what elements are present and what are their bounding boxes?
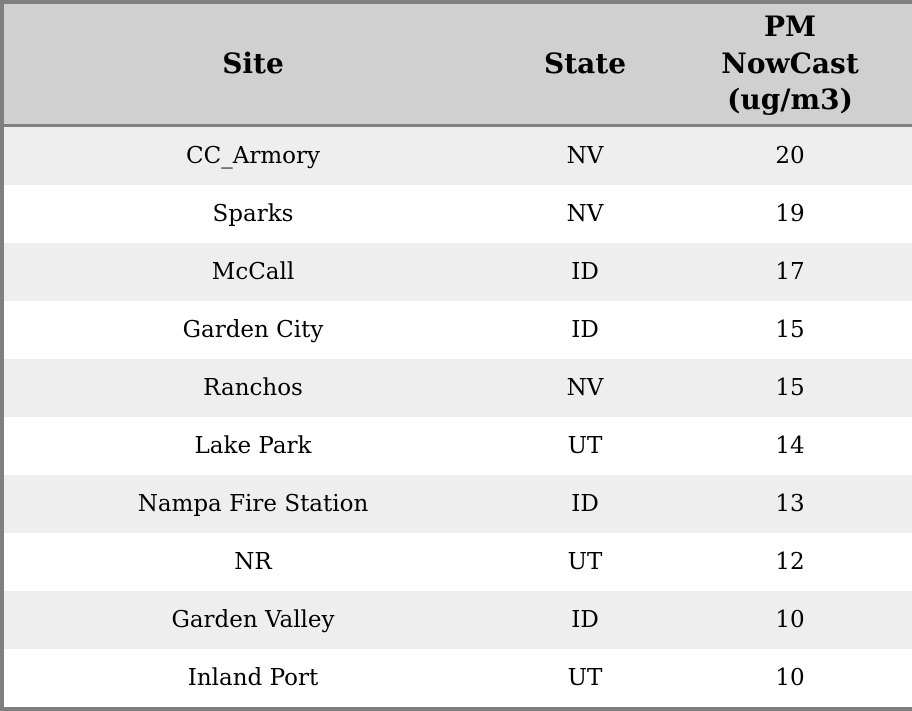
table-body: CC_Armory NV 20 Sparks NV 19 McCall ID 1… [2,125,912,709]
state-cell: UT [502,649,668,709]
state-cell: ID [502,301,668,359]
state-cell: NV [502,185,668,243]
state-cell: UT [502,533,668,591]
table-row: NR UT 12 [2,533,912,591]
pm-nowcast-cell: 15 [668,359,912,417]
site-cell: Sparks [2,185,502,243]
pm-nowcast-cell: 17 [668,243,912,301]
table-row: Garden City ID 15 [2,301,912,359]
state-cell: NV [502,359,668,417]
column-header-site: Site [2,2,502,127]
pm-nowcast-cell: 10 [668,591,912,649]
table-header: Site State PM NowCast (ug/m3) [2,2,912,127]
header-row: Site State PM NowCast (ug/m3) [2,2,912,127]
table-row: Nampa Fire Station ID 13 [2,475,912,533]
pm-nowcast-cell: 19 [668,185,912,243]
pm-nowcast-cell: 13 [668,475,912,533]
pm-nowcast-cell: 15 [668,301,912,359]
pm-nowcast-cell: 10 [668,649,912,709]
state-cell: ID [502,591,668,649]
state-cell: NV [502,125,668,185]
table-row: McCall ID 17 [2,243,912,301]
site-cell: CC_Armory [2,125,502,185]
site-cell: Nampa Fire Station [2,475,502,533]
state-cell: ID [502,243,668,301]
table-row: CC_Armory NV 20 [2,125,912,185]
pm-nowcast-cell: 14 [668,417,912,475]
site-cell: Garden Valley [2,591,502,649]
site-cell: McCall [2,243,502,301]
pm-nowcast-cell: 12 [668,533,912,591]
state-cell: ID [502,475,668,533]
site-cell: NR [2,533,502,591]
site-cell: Garden City [2,301,502,359]
column-header-state: State [502,2,668,127]
table-row: Garden Valley ID 10 [2,591,912,649]
site-cell: Lake Park [2,417,502,475]
table-row: Sparks NV 19 [2,185,912,243]
site-cell: Inland Port [2,649,502,709]
site-cell: Ranchos [2,359,502,417]
column-header-pm-nowcast: PM NowCast (ug/m3) [668,2,912,127]
table-row: Inland Port UT 10 [2,649,912,709]
pm-nowcast-cell: 20 [668,125,912,185]
table-row: Ranchos NV 15 [2,359,912,417]
table-row: Lake Park UT 14 [2,417,912,475]
state-cell: UT [502,417,668,475]
